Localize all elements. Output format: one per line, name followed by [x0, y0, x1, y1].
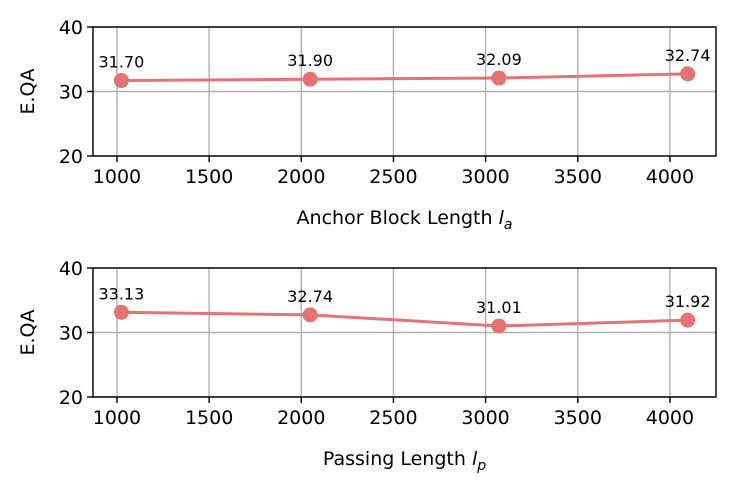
data-point [113, 73, 129, 89]
x-tick-label: 3000 [461, 407, 509, 429]
data-label: 31.70 [98, 53, 144, 72]
x-tick-label: 4000 [646, 166, 694, 188]
y-axis-label: E.QA [17, 69, 39, 115]
x-tick-label: 3000 [461, 166, 509, 188]
series-line [121, 310, 688, 328]
x-axis-label-subscript: p [476, 458, 486, 474]
y-tick-label: 40 [59, 17, 83, 39]
x-axis-label-variable: l [472, 448, 478, 470]
x-tick-label: 2000 [277, 407, 325, 429]
x-tick-label: 3500 [554, 407, 602, 429]
data-label: 32.09 [476, 50, 522, 69]
data-point [680, 66, 696, 82]
data-label: 33.13 [98, 284, 144, 303]
data-label: 31.90 [287, 51, 333, 70]
x-tick-label: 1500 [185, 407, 233, 429]
subplot-2: 1000 1500 2000 2500 3000 3500 4000 20 30 40 33.13 3… [17, 258, 717, 474]
y-tick-label: 20 [59, 387, 83, 409]
data-point [680, 312, 696, 328]
x-axis-label: Passing Length lp [323, 448, 486, 474]
x-tick-label: 1000 [93, 166, 141, 188]
y-tick-label: 20 [59, 146, 83, 168]
x-tick-label: 2000 [277, 166, 325, 188]
data-point [491, 70, 507, 86]
y-tick-label: 40 [59, 258, 83, 280]
x-tick-label: 1500 [185, 166, 233, 188]
y-axis-label: E.QA [17, 310, 39, 356]
data-label: 32.74 [665, 46, 711, 65]
data-label: 32.74 [287, 287, 333, 306]
x-axis-label-text: Anchor Block Length [297, 207, 493, 229]
x-tick-label: 1000 [93, 407, 141, 429]
x-axis-label-subscript: a [504, 217, 513, 233]
x-tick-label: 3500 [554, 166, 602, 188]
data-point [113, 304, 129, 320]
data-point [491, 318, 507, 334]
x-tick-label: 4000 [646, 407, 694, 429]
x-tick-label: 2500 [369, 166, 417, 188]
series-line [121, 72, 688, 83]
data-label: 31.92 [665, 292, 711, 311]
x-axis-label-variable: l [499, 207, 505, 229]
y-tick-label: 30 [59, 323, 83, 345]
subplot-1: 1000 1500 2000 2500 3000 3500 4000 20 30 40 31.70 3… [17, 17, 717, 233]
y-tick-label: 30 [59, 82, 83, 104]
data-point [302, 307, 318, 323]
x-axis-label-text: Passing Length [323, 448, 466, 470]
x-tick-label: 2500 [369, 407, 417, 429]
data-label: 31.01 [476, 298, 522, 317]
data-point [302, 71, 318, 87]
x-axis-label: Anchor Block Length la [297, 207, 513, 233]
